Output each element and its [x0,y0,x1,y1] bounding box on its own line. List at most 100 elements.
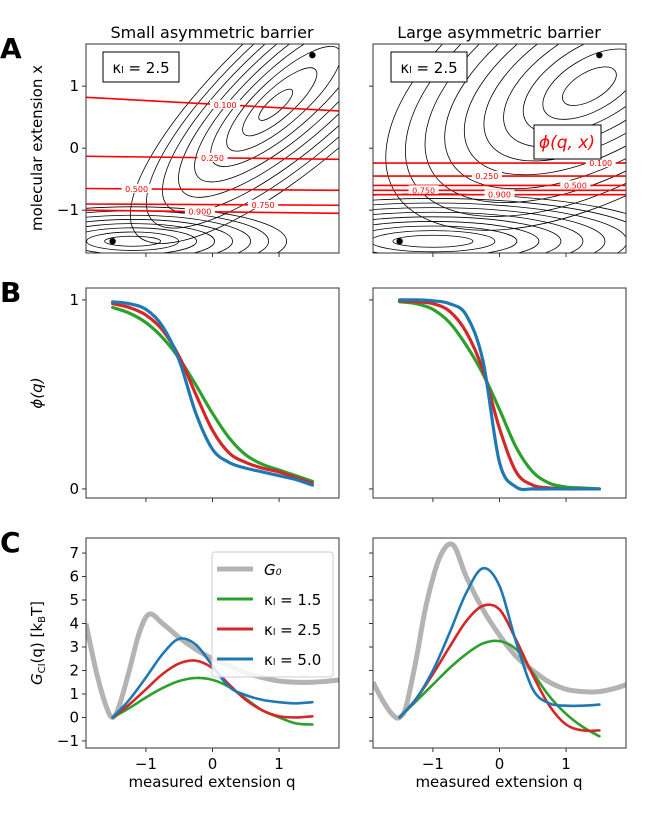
ylabel-c-t: T] [28,601,46,617]
series-line-kappa-5-0 [398,298,601,492]
energy-contour-line [129,44,339,244]
y-tick-label: 3 [69,638,79,656]
xlabel-right: measured extension q [415,773,582,791]
energy-contour-line [242,67,318,137]
energy-contour-line [86,219,233,253]
energy-contour-line [522,44,626,134]
energy-contour-line [405,44,626,217]
minimum-dot [596,51,603,59]
energy-contour-line [104,235,162,247]
y-tick-label: 0 [69,480,79,498]
energy-contour-line [392,234,474,248]
energy-contour-line [86,231,180,251]
energy-contour-line [86,227,197,253]
y-tick-label: 0 [69,139,79,157]
x-tick-label: −1 [135,755,157,773]
panel-letter-c: C [0,526,21,559]
y-tick-label: 5 [69,591,79,609]
phi-contour-label-bg [408,185,439,195]
phi-contour-label: 0.900 [488,191,511,200]
energy-contour-line [258,88,294,121]
ylabel-c-sub: CI [37,663,48,673]
series-line-kappa-1-5 [111,305,314,483]
energy-contour-line [542,48,626,120]
plot-lines-b-left [111,300,314,487]
kappa-box-right [390,51,468,83]
kappa-label-left: κₗ = 2.5 [112,59,169,77]
y-tick-label: 2 [69,661,79,679]
phi-contour-label-bg [121,183,152,193]
ylabel-c-b: B [37,616,48,623]
minimum-dot [396,238,403,245]
phi-contour-label-bg [471,171,502,181]
y-tick-label: 1 [69,291,79,309]
y-tick-label: −1 [57,732,79,750]
plot-lines-c-right [373,541,626,738]
panel-letter-a: A [0,32,22,65]
series-line-kappa-1-5 [398,300,601,491]
phi-contour-line [86,203,339,207]
energy-contour-line [373,221,540,253]
legend-label-k50: κₗ = 5.0 [264,651,321,669]
energy-contour-line [444,44,626,190]
ylabel-a: molecular extension x [28,65,46,231]
phi-contour-label: 0.500 [125,185,148,194]
energy-contour-line [194,44,339,183]
phi-contour-label: 0.750 [412,186,435,195]
legend-label-k15: κₗ = 1.5 [264,591,321,609]
legend-label-k25: κₗ = 2.5 [264,621,321,639]
energy-contour-line [145,44,339,229]
ylabel-c-q: (q) [k [28,623,46,664]
x-tick-label: 0 [495,755,505,773]
kappa-box-left [102,51,180,83]
energy-contour-line [86,206,287,253]
phi-contour-label-bg [484,189,515,199]
energy-contour-line [463,44,626,176]
x-tick-label: 1 [274,755,284,773]
phi-contour-label-bg [197,152,228,162]
title-left: Small asymmetric barrier [110,23,313,42]
energy-contour-line [373,207,606,253]
energy-contour-line [373,216,562,253]
energy-contours-right: 0.100 0.250 0.500 0.750 0.900 [373,44,626,253]
energy-contour-line [424,44,626,203]
energy-contour-line [86,214,251,253]
y-tick-label: 0 [69,708,79,726]
ylabel-c: GCI(q) [kBT] [28,601,48,685]
series-line-kappa-2-5 [111,302,314,485]
x-tick-label: 1 [561,755,571,773]
plot-lines-b-right [398,298,601,492]
y-tick-label: 1 [69,685,79,703]
energy-contour-line [373,230,496,253]
energy-contour-line [562,66,617,106]
phi-contour-label-bg [184,206,215,216]
panel-letter-b: B [0,276,21,309]
phi-contour-label: 0.750 [252,201,275,210]
g0-line [373,541,626,721]
kappa-label-right: κₗ = 2.5 [400,59,457,77]
series-line-kappa-5-0 [111,300,314,487]
y-tick-label: 4 [69,615,79,633]
energy-contour-line [503,44,626,148]
energy-contour-line [385,44,626,231]
ylabel-c-g: G [28,673,46,685]
energy-contour-line [373,198,626,223]
minimum-dot [309,51,316,59]
energy-contours-left: 0.100 0.250 0.500 0.750 0.900 [86,44,339,253]
minimum-dot [109,238,116,245]
title-right: Large asymmetric barrier [397,23,601,42]
y-tick-label: 6 [69,568,79,586]
y-tick-label: 1 [69,77,79,95]
phi-box [533,124,602,160]
series-line-kappa-5-0 [398,566,601,719]
phi-contour-label: 0.250 [475,172,498,181]
energy-contour-line [178,44,339,198]
phi-contour-label-bg [210,99,241,109]
series-line-kappa-2-5 [398,603,601,733]
phi-contour-label: 0.250 [201,154,224,163]
phi-contour-label-bg [560,180,591,190]
phi-contour-label: 0.500 [564,181,587,190]
x-tick-label: −1 [422,755,444,773]
legend-label-g0: G₀ [264,561,282,579]
x-tick-label: 0 [208,755,218,773]
